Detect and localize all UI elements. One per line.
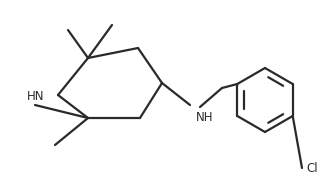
Text: NH: NH bbox=[196, 111, 214, 124]
Text: Cl: Cl bbox=[306, 163, 317, 175]
Text: HN: HN bbox=[26, 90, 44, 104]
